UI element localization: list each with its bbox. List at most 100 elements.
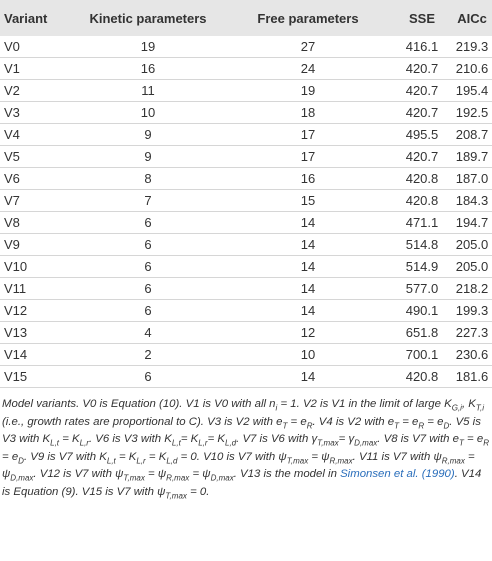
header-row: Variant Kinetic parameters Free parameters… xyxy=(0,0,492,36)
caption-subscript: L,r xyxy=(79,438,89,448)
table-cell: V2 xyxy=(0,79,72,102)
caption-subscript: T,max xyxy=(286,456,309,466)
table-row: V9 6 14 514.8 205.0 xyxy=(0,233,492,256)
caption-text: . V4 is V2 with e xyxy=(312,415,395,428)
caption-text: . V13 is the model in xyxy=(233,468,341,481)
table-cell: 219.3 xyxy=(452,36,492,58)
table-cell: 14 xyxy=(224,233,392,256)
table-cell: 187.0 xyxy=(452,167,492,190)
caption-text: = γ xyxy=(338,433,355,446)
caption-subscript: D xyxy=(18,456,24,466)
table-cell: 420.7 xyxy=(392,145,452,168)
table-cell: 6 xyxy=(72,299,224,322)
table-cell: V0 xyxy=(0,36,72,58)
table-cell: V9 xyxy=(0,233,72,256)
caption-subscript: D,max xyxy=(354,438,378,448)
table-cell: 420.8 xyxy=(392,365,452,388)
caption-text: . V6 is V3 with K xyxy=(88,433,172,446)
table-cell: 14 xyxy=(224,211,392,234)
table-cell: 16 xyxy=(72,57,224,80)
caption-text: = K xyxy=(59,433,80,446)
table-row: V7 7 15 420.8 184.3 xyxy=(0,189,492,212)
caption-text: . V5 is V3 with K xyxy=(2,415,481,446)
caption-text: . V14 is Equation (9). V15 is V7 with ψ xyxy=(2,468,482,498)
table-cell: 15 xyxy=(224,189,392,212)
caption-subscript: R,max xyxy=(329,456,353,466)
caption-subscript: R xyxy=(483,438,489,448)
caption-text: = e xyxy=(424,415,444,428)
caption-text: . V8 is V7 with e xyxy=(377,433,459,446)
table-cell: 420.7 xyxy=(392,101,452,124)
table-cell: V6 xyxy=(0,167,72,190)
table: Variant Kinetic parameters Free parameters… xyxy=(0,0,492,388)
table-cell: 192.5 xyxy=(452,101,492,124)
table-cell: 420.7 xyxy=(392,57,452,80)
caption-text: . V12 is V7 with ψ xyxy=(33,468,124,481)
caption-text: . V11 is V7 with ψ xyxy=(352,450,442,463)
caption-text: . V9 is V7 with K xyxy=(23,450,107,463)
caption-subscript: D xyxy=(443,420,450,430)
caption-subscript: G,i xyxy=(451,403,462,413)
caption-link[interactable]: Simonsen et al. (1990) xyxy=(340,468,455,481)
header-cell: AICc xyxy=(452,0,492,36)
caption-subscript: L,t xyxy=(106,456,116,466)
caption-subscript: L,d xyxy=(225,438,237,448)
caption-text: , K xyxy=(461,398,476,410)
table-cell: 189.7 xyxy=(452,145,492,168)
table-cell: 6 xyxy=(72,365,224,388)
header-cell: Kinetic parameters xyxy=(72,0,224,36)
table-cell: 420.8 xyxy=(392,189,452,212)
table-cell: 420.7 xyxy=(392,79,452,102)
table-cell: 8 xyxy=(72,167,224,190)
table-row: V5 9 17 420.7 189.7 xyxy=(0,145,492,168)
table-cell: 4 xyxy=(72,321,224,344)
header-cell: Variant xyxy=(0,0,72,36)
table-cell: 17 xyxy=(224,145,392,168)
caption-text: = 0. V10 is V7 with ψ xyxy=(177,450,287,463)
table-cell: 181.6 xyxy=(452,365,492,388)
table-cell: 19 xyxy=(72,36,224,58)
caption-text: = K xyxy=(180,433,199,446)
caption-subscript: D,max xyxy=(210,473,234,483)
table-cell: 19 xyxy=(224,79,392,102)
caption-subscript: T,i xyxy=(475,403,485,413)
table-cell: 27 xyxy=(224,36,392,58)
table-cell: 6 xyxy=(72,255,224,278)
table-row: V15 6 14 420.8 181.6 xyxy=(0,365,492,388)
table-row: V8 6 14 471.1 194.7 xyxy=(0,211,492,234)
table-cell: V12 xyxy=(0,299,72,322)
table-cell: 18 xyxy=(224,101,392,124)
table-cell: 14 xyxy=(224,299,392,322)
caption-text: = ψ xyxy=(2,450,475,481)
table-row: V11 6 14 577.0 218.2 xyxy=(0,277,492,300)
table-cell: V11 xyxy=(0,277,72,300)
caption-subscript: L,t xyxy=(171,438,181,448)
caption-subscript: R xyxy=(306,420,313,430)
table-cell: 10 xyxy=(224,343,392,366)
caption-text: . V7 is V6 with γ xyxy=(236,433,318,446)
caption-text: = 0. xyxy=(186,485,210,498)
table-row: V0 19 27 416.1 219.3 xyxy=(0,36,492,58)
table-cell: 12 xyxy=(224,321,392,344)
caption-subscript: D,max xyxy=(10,473,34,483)
table-cell: 227.3 xyxy=(452,321,492,344)
table-row: V12 6 14 490.1 199.3 xyxy=(0,299,492,322)
caption-subscript: T xyxy=(458,438,464,448)
table-cell: V10 xyxy=(0,255,72,278)
table-cell: 195.4 xyxy=(452,79,492,102)
caption-text: = ψ xyxy=(308,450,330,463)
table-cell: V8 xyxy=(0,211,72,234)
table-row: V13 4 12 651.8 227.3 xyxy=(0,321,492,344)
table-cell: 651.8 xyxy=(392,321,452,344)
caption-text: = e xyxy=(463,433,484,446)
table-cell: 194.7 xyxy=(452,211,492,234)
caption-subscript: L,r xyxy=(198,438,208,448)
table-row: V6 8 16 420.8 187.0 xyxy=(0,167,492,190)
caption-subscript: L,d xyxy=(166,456,178,466)
table-cell: 2 xyxy=(72,343,224,366)
caption-text: = K xyxy=(207,433,225,446)
table-cell: 24 xyxy=(224,57,392,80)
table-cell: V13 xyxy=(0,321,72,344)
table-row: V14 2 10 700.1 230.6 xyxy=(0,343,492,366)
